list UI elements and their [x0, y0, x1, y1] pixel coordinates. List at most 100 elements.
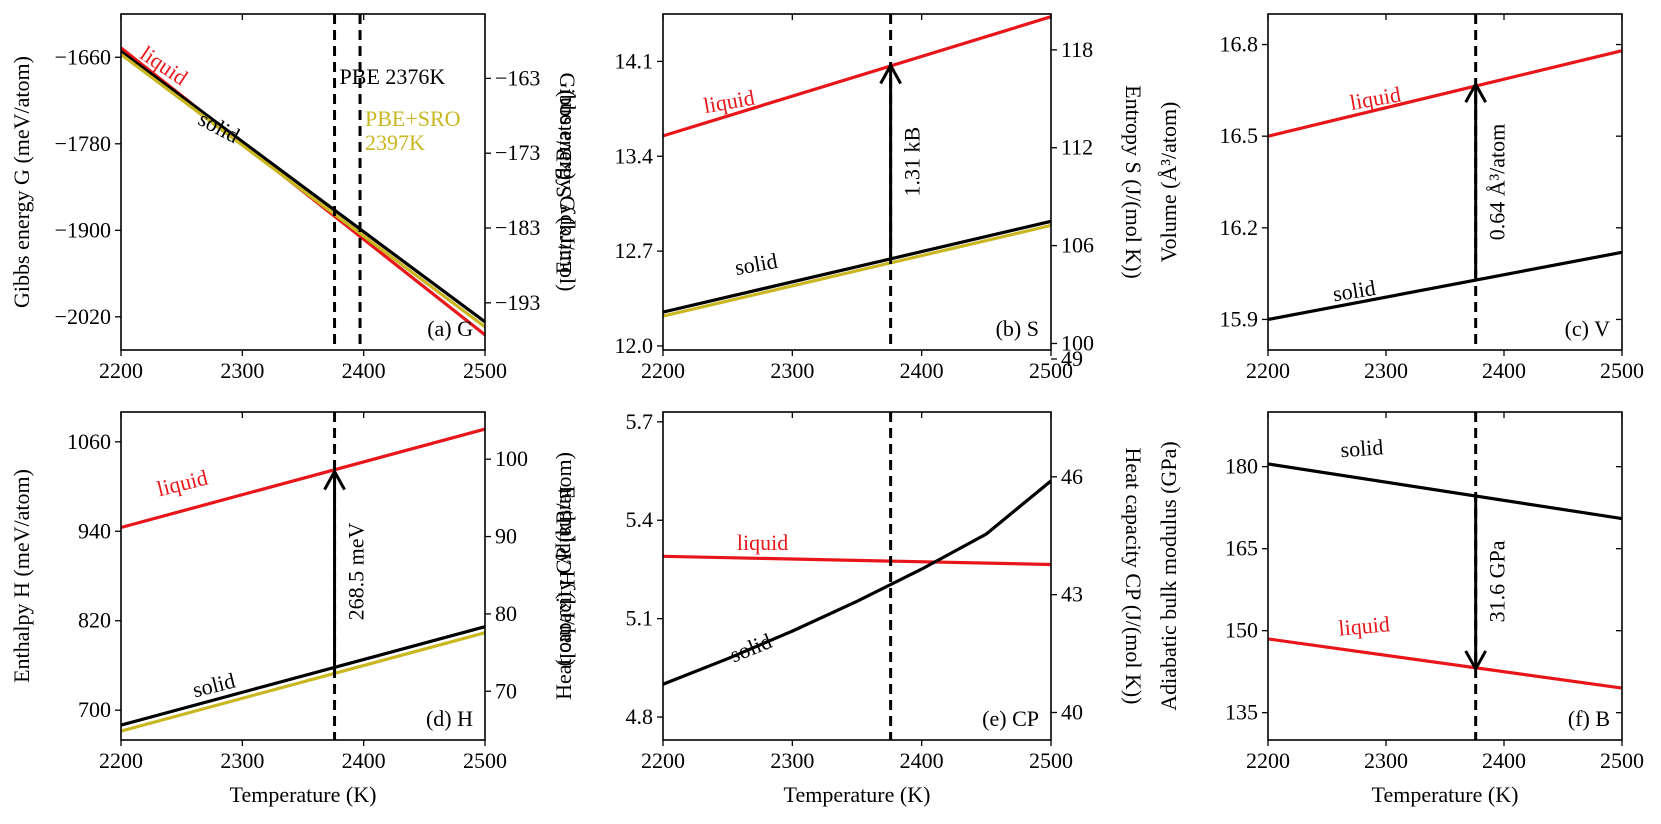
y-axis-label-e: Heat capacity CP (kB/atom): [551, 452, 576, 700]
series-solid-c: [1268, 250, 1622, 322]
axes-frame-b: [662, 13, 1052, 351]
arrow-label-c: 0.64 Å³/atom: [1485, 124, 1510, 241]
y2-tick-label-b-0: 100: [1061, 330, 1094, 355]
panel-b: 1.31 kB liquid solid (b) S 2200 2300 2400 2500 1…: [551, 13, 1146, 383]
curve-label-liquid-b: liquid: [701, 85, 756, 119]
series-liquid-f: [1268, 637, 1622, 690]
y2-axis-label-e: Heat capacity CP (J/(mol K)): [1121, 448, 1146, 705]
x-tick-label-f-3: 2500: [1600, 748, 1644, 773]
arrow-label-b: 1.31 kB: [900, 127, 925, 197]
y-tick-label-d-1: 820: [78, 608, 111, 633]
y-tick-label-a-1: −1900: [55, 217, 111, 242]
series-sro-a: [121, 53, 485, 329]
y2-tick-label-b-3: 118: [1061, 37, 1093, 62]
series-solid-b: [663, 219, 1051, 314]
curve-label-solid-e: solid: [726, 628, 775, 667]
vline-label-a-0: PBE 2376K: [340, 64, 446, 89]
series-liquid-b: [663, 15, 1051, 138]
x-tick-label-a-2: 2400: [342, 358, 386, 383]
y-tick-label-b-3: 14.1: [615, 48, 654, 73]
axes-frame-d: [120, 411, 486, 741]
series-liquid-d: [121, 427, 485, 530]
vline-label-a-1: PBE+SRO 2397K: [365, 106, 461, 155]
y-tick-label-d-3: 1060: [67, 429, 111, 454]
arrow-label-d: 268.5 meV: [344, 523, 369, 621]
y2-tick-label-e-0: 40: [1061, 700, 1083, 725]
x-tick-label-d-1: 2300: [220, 748, 264, 773]
y2-tick-label-b-1: 106: [1061, 233, 1094, 258]
x-axis-label-e: Temperature (K): [784, 782, 931, 807]
y-axis-label-d: Enthalpy H (meV/atom): [9, 469, 34, 683]
y-tick-label-e-3: 5.7: [626, 409, 654, 434]
y-axis-label-b: Entropy S (kB/atom): [551, 90, 576, 275]
series-sro-b: [663, 223, 1051, 318]
y-tick-label-a-3: −1660: [55, 44, 111, 69]
y-axis-label-f: Adiabatic bulk modulus (GPa): [1156, 441, 1181, 710]
x-tick-label-d-0: 2200: [99, 748, 143, 773]
y-tick-label-c-1: 16.2: [1220, 215, 1259, 240]
y2-tick-label-b-2: 112: [1061, 135, 1093, 160]
y2-axis-label-b: Entropy S (J/(mol K)): [1121, 85, 1146, 279]
y2-tick-label-e-3: 49: [1061, 346, 1083, 371]
y2-axis-label-d: Enthalpy H (kJ/mol): [555, 486, 580, 667]
y-tick-label-f-1: 150: [1225, 618, 1258, 643]
y2-tick-label-e-2: 46: [1061, 464, 1083, 489]
curve-label-solid-f: solid: [1340, 434, 1384, 462]
arrow-label-f: 31.6 GPa: [1485, 540, 1510, 622]
y2-axis-label-a: Gibbs energy G (kJ/mol): [555, 73, 580, 292]
x-tick-label-c-0: 2200: [1246, 358, 1290, 383]
y-tick-label-e-1: 5.1: [626, 606, 654, 631]
y-tick-label-f-3: 180: [1225, 454, 1258, 479]
y-tick-label-c-2: 16.5: [1220, 123, 1259, 148]
y-tick-label-e-2: 5.4: [626, 507, 654, 532]
x-tick-label-c-3: 2500: [1600, 358, 1644, 383]
panel-label-c: (c) V: [1565, 316, 1611, 341]
y-tick-label-a-2: −1780: [55, 131, 111, 156]
x-tick-label-e-1: 2300: [770, 748, 814, 773]
x-tick-label-f-1: 2300: [1364, 748, 1408, 773]
y-tick-label-e-0: 4.8: [626, 704, 654, 729]
y-tick-label-f-0: 135: [1225, 700, 1258, 725]
x-tick-label-f-2: 2400: [1482, 748, 1526, 773]
panel-label-d: (d) H: [426, 706, 473, 731]
y-axis-label-c: Volume (Å³/atom): [1156, 102, 1181, 263]
y-tick-label-b-2: 13.4: [615, 143, 654, 168]
x-tick-label-c-1: 2300: [1364, 358, 1408, 383]
series-liquid-e: [663, 554, 1051, 567]
x-tick-label-b-1: 2300: [770, 358, 814, 383]
y-tick-label-b-1: 12.7: [615, 238, 654, 263]
curve-label-liquid-c: liquid: [1348, 81, 1403, 115]
x-tick-label-e-0: 2200: [641, 748, 685, 773]
series-solid-a: [121, 50, 485, 324]
panel-label-a: (a) G: [427, 316, 473, 341]
curve-label-liquid-f: liquid: [1337, 611, 1390, 640]
axes-frame-e: [662, 411, 1052, 741]
axes-frame-f: [1267, 411, 1623, 741]
x-axis-label-d: Temperature (K): [230, 782, 377, 807]
x-tick-label-d-3: 2500: [463, 748, 507, 773]
panel-label-f: (f) B: [1568, 706, 1610, 731]
axes-frame-c: [1267, 13, 1623, 351]
x-tick-label-a-3: 2500: [463, 358, 507, 383]
y-tick-label-d-0: 700: [78, 697, 111, 722]
series-solid-e: [663, 479, 1051, 686]
x-tick-label-b-2: 2400: [900, 358, 944, 383]
y2-tick-label-d-1: 80: [495, 601, 517, 626]
x-tick-label-b-0: 2200: [641, 358, 685, 383]
arrow-head-b: [879, 62, 902, 85]
axes-frame-a: [120, 13, 486, 351]
series-sro-d: [121, 631, 485, 733]
y-tick-label-d-2: 940: [78, 518, 111, 543]
arrow-head-f: [1464, 650, 1487, 673]
y-tick-label-c-3: 16.8: [1220, 32, 1259, 57]
y2-tick-label-a-2: −173: [495, 140, 540, 165]
y-tick-label-f-2: 165: [1225, 536, 1258, 561]
y2-tick-label-e-1: 43: [1061, 582, 1083, 607]
series-solid-f: [1268, 462, 1622, 521]
y2-tick-label-a-3: −163: [495, 65, 540, 90]
panel-e: liquid solid (e) CP 2200 2300 2400 2500 4.8 5.1 5…: [551, 346, 1146, 807]
